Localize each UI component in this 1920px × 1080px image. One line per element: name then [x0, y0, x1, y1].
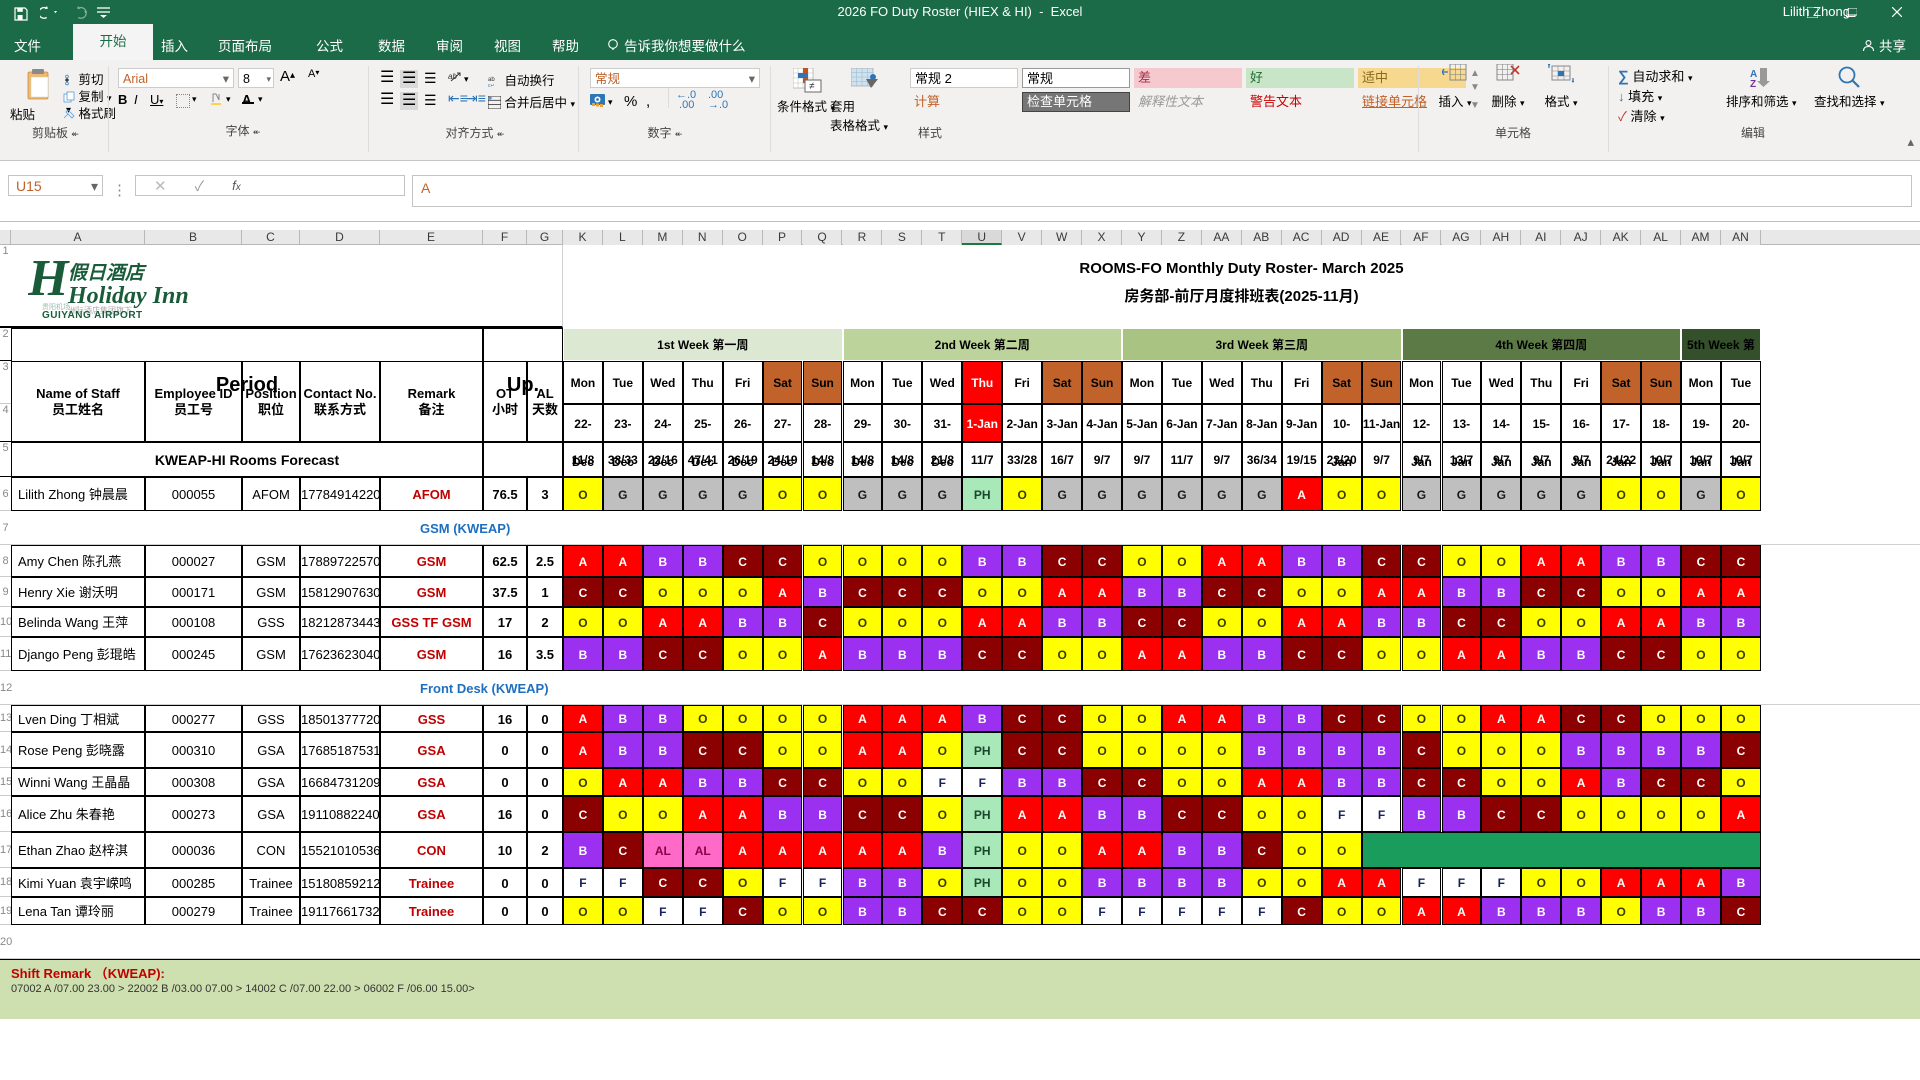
svg-text:洲际酒店集团旗下: 洲际酒店集团旗下: [68, 305, 132, 315]
svg-text:≠: ≠: [809, 81, 815, 92]
svg-text:Z: Z: [1750, 79, 1756, 88]
svg-text:Holiday Inn: Holiday Inn: [67, 283, 189, 309]
svg-text:c↵: c↵: [488, 83, 495, 87]
svg-text:H: H: [28, 255, 70, 307]
svg-text:假日酒店: 假日酒店: [68, 262, 147, 284]
